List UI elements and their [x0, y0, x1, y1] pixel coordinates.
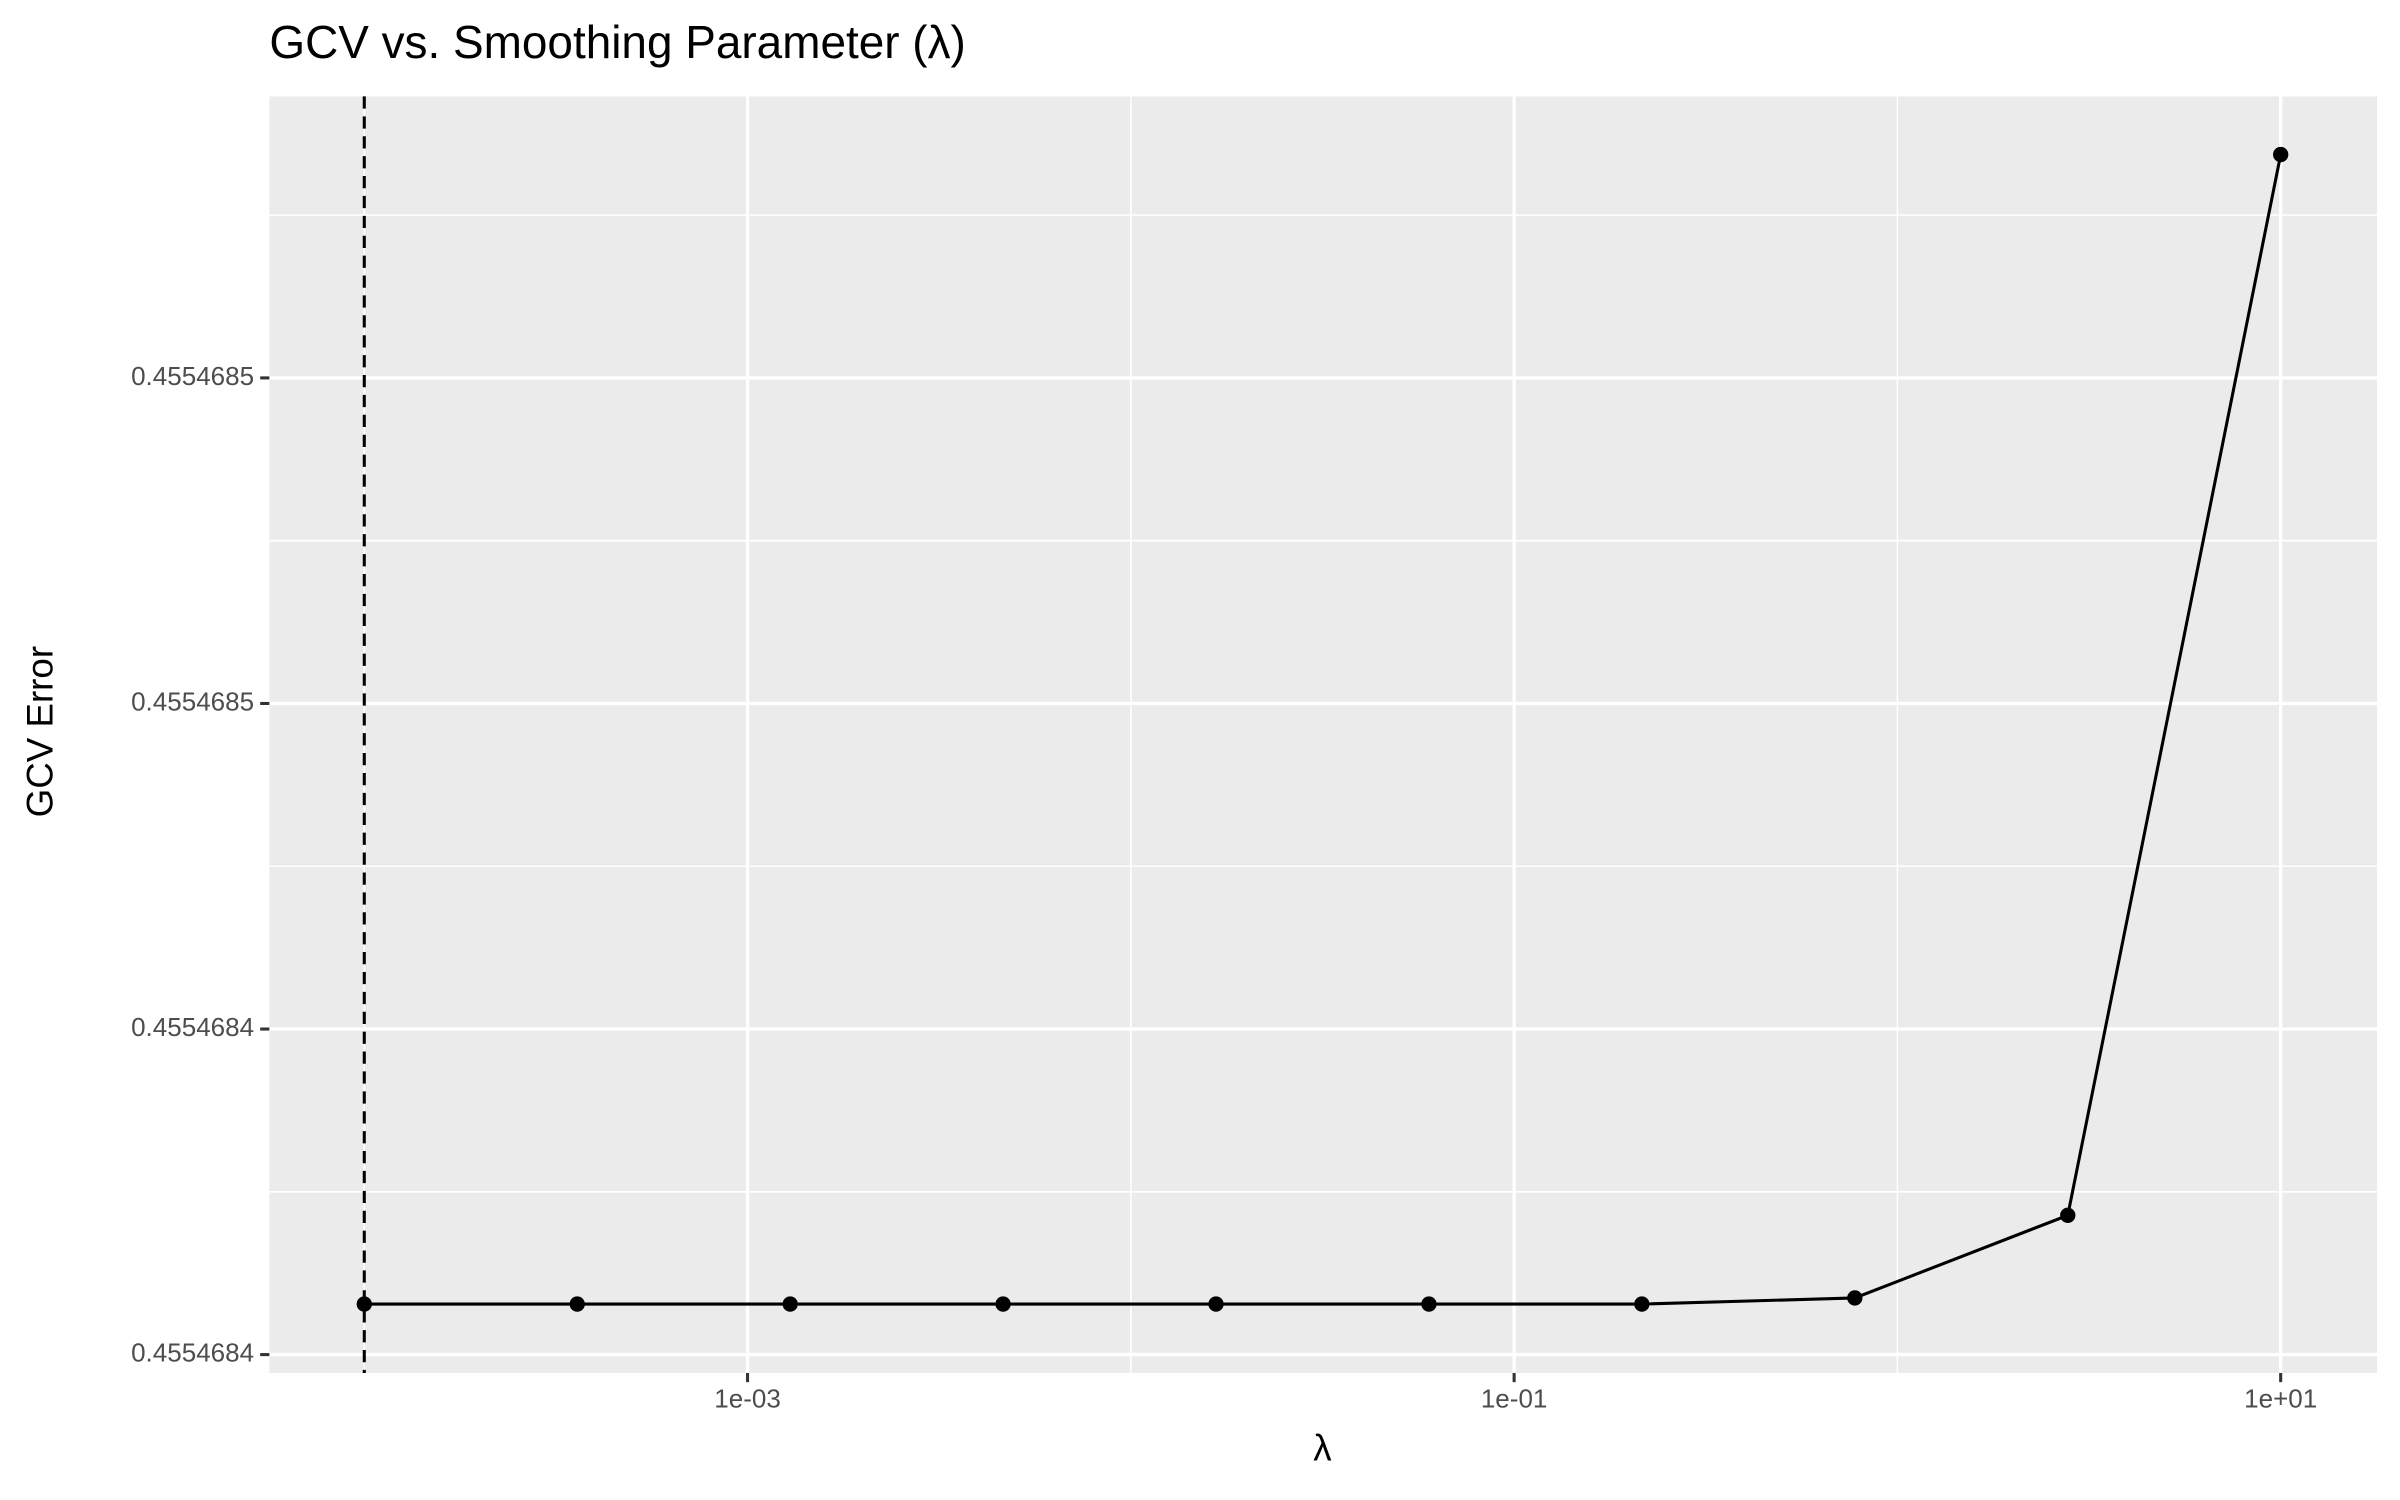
point — [1421, 1296, 1437, 1312]
point — [2273, 146, 2289, 163]
x-tick-label: 1e-03 — [714, 1383, 781, 1413]
point — [2060, 1207, 2076, 1223]
x-tick-label: 1e+01 — [2244, 1383, 2317, 1413]
chart-title: GCV vs. Smoothing Parameter (λ) — [269, 16, 965, 68]
y-axis-title: GCV Error — [20, 646, 61, 817]
y-tick-label: 0.4554685 — [131, 686, 254, 716]
point — [356, 1296, 372, 1312]
x-tick-label: 1e-01 — [1481, 1383, 1548, 1413]
point — [569, 1296, 585, 1312]
point — [995, 1296, 1011, 1312]
panel — [269, 96, 2378, 1373]
point — [1847, 1290, 1863, 1306]
point — [1634, 1296, 1650, 1312]
y-tick-label: 0.4554685 — [131, 361, 254, 391]
point — [782, 1296, 798, 1312]
y-tick-label: 0.4554684 — [131, 1012, 254, 1042]
y-tick-label: 0.4554684 — [131, 1337, 254, 1367]
x-axis-title: λ — [1313, 1428, 1332, 1469]
point — [1208, 1296, 1224, 1312]
line — [364, 154, 2283, 1306]
